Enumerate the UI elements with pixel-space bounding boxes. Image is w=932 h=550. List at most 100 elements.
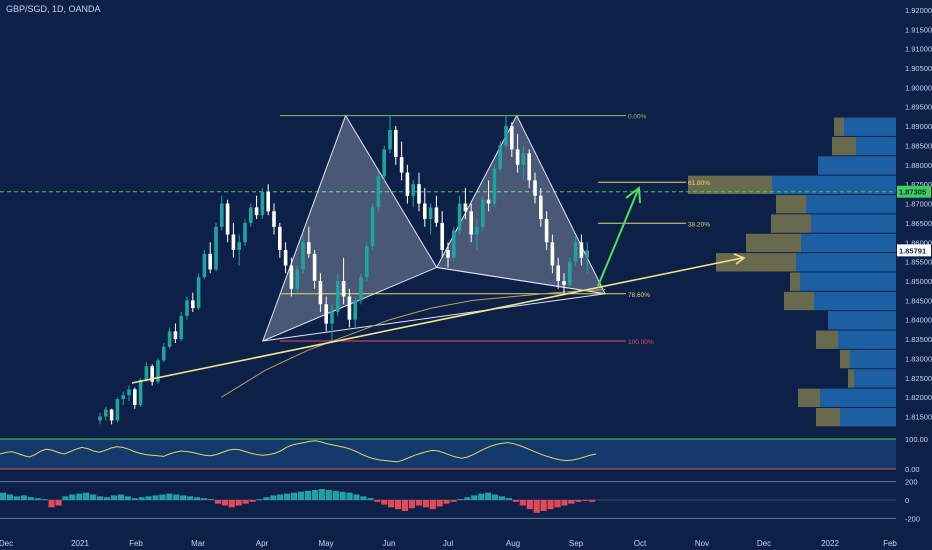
x-tick-label: Jun — [383, 539, 396, 548]
candle-body — [324, 304, 328, 324]
candle-body — [533, 180, 537, 196]
x-tick-label: 2022 — [821, 539, 839, 548]
trendline — [131, 257, 743, 384]
candle-body — [376, 176, 381, 208]
histogram-bar — [415, 500, 422, 506]
histogram-bar — [221, 500, 228, 506]
fib-level-label: 78.60% — [628, 292, 650, 299]
y-tick-label: 1.90000 — [905, 83, 932, 92]
histogram-bar — [374, 500, 381, 502]
histogram-bar — [235, 500, 242, 506]
candle-body — [457, 203, 462, 231]
volume-profile-up — [806, 195, 896, 214]
histogram-bar — [138, 497, 145, 500]
x-tick-label: Dec — [0, 539, 13, 548]
fib-level-label: 38.20% — [688, 221, 710, 228]
candle-body — [144, 366, 149, 380]
histogram-bar — [256, 499, 263, 500]
candle-body — [353, 300, 357, 320]
y-tick-label: 1.88000 — [905, 161, 932, 170]
candle-body — [127, 389, 131, 396]
candle-body — [272, 211, 276, 227]
histogram-bar — [450, 500, 457, 502]
candle-body — [423, 203, 427, 220]
histogram-bar — [187, 496, 194, 500]
candle-body — [475, 226, 479, 235]
histogram-bar — [76, 493, 83, 500]
y-tick-label: 1.86500 — [905, 219, 932, 228]
volume-profile-up — [772, 175, 896, 195]
y-tick-label: 1.84000 — [905, 316, 932, 325]
histogram-bar — [395, 500, 402, 510]
volume-profile-down — [746, 233, 801, 253]
oscillator-tick: 100.00 — [905, 435, 928, 444]
histogram-bar — [311, 489, 318, 500]
volume-profile-down — [816, 330, 838, 349]
candle-body — [440, 222, 444, 251]
candle-body — [214, 226, 218, 270]
histogram-bar — [97, 496, 104, 500]
volume-profile-up — [811, 214, 896, 233]
candle-body — [249, 207, 253, 223]
y-tick-label: 1.90500 — [905, 64, 932, 73]
x-tick-label: Feb — [883, 539, 897, 548]
candle-body — [498, 145, 502, 169]
volume-profile-down — [848, 369, 854, 388]
candle-body — [156, 360, 160, 382]
candle-body — [283, 250, 288, 266]
y-tick-label: 1.83500 — [905, 335, 932, 344]
candle-body — [243, 222, 247, 243]
price-axis-strip — [896, 0, 932, 550]
candle-body — [109, 409, 114, 421]
histogram-bar — [485, 492, 492, 500]
x-tick-label: 2021 — [71, 539, 89, 548]
histogram-bar — [561, 500, 568, 506]
candle-body — [399, 157, 404, 173]
volume-profile-down — [716, 253, 796, 272]
candle-body — [527, 153, 531, 181]
level-price-text: 1.87305 — [899, 188, 926, 197]
x-tick-label: Sep — [569, 539, 584, 548]
histogram-bar — [471, 495, 478, 500]
x-tick-label: Nov — [695, 539, 709, 548]
candle-body — [556, 265, 560, 281]
y-tick-label: 1.88500 — [905, 141, 932, 150]
histogram-bar — [270, 495, 277, 500]
volume-profile-up — [800, 272, 896, 291]
histogram-bar — [242, 500, 249, 504]
candle-body — [417, 184, 421, 204]
candle-body — [330, 311, 334, 324]
histogram-bar — [298, 491, 305, 500]
y-tick-label: 1.81500 — [905, 413, 932, 422]
histogram-tick: 200 — [905, 478, 918, 487]
candle-body — [452, 230, 456, 258]
candle-body — [359, 277, 363, 301]
histogram-bar — [277, 494, 284, 500]
pattern-base-line — [262, 293, 606, 342]
histogram-bar — [318, 489, 325, 500]
candle-body — [179, 315, 183, 340]
volume-profile-up — [856, 136, 896, 156]
histogram-bar — [27, 497, 34, 500]
candle-body — [301, 242, 305, 270]
symbol-title: GBP/SGD, 1D, OANDA — [6, 4, 101, 14]
histogram-bar — [422, 500, 429, 508]
histogram-tick: -200 — [905, 514, 920, 523]
fib-level-label: 0.00% — [628, 114, 647, 121]
candle-body — [220, 203, 224, 227]
y-tick-label: 1.85500 — [905, 258, 932, 267]
histogram-bar — [582, 500, 589, 501]
candle-body — [486, 199, 491, 204]
candle-body — [411, 184, 415, 196]
volume-profile-down — [798, 388, 820, 407]
y-tick-label: 1.89500 — [905, 103, 932, 112]
candle-body — [150, 366, 154, 382]
candle-body — [115, 399, 120, 421]
volume-profile-up — [814, 291, 896, 311]
histogram-bar — [360, 496, 367, 500]
volume-profile-down — [840, 349, 850, 369]
volume-profile-down — [790, 272, 800, 291]
candle-body — [481, 199, 485, 227]
